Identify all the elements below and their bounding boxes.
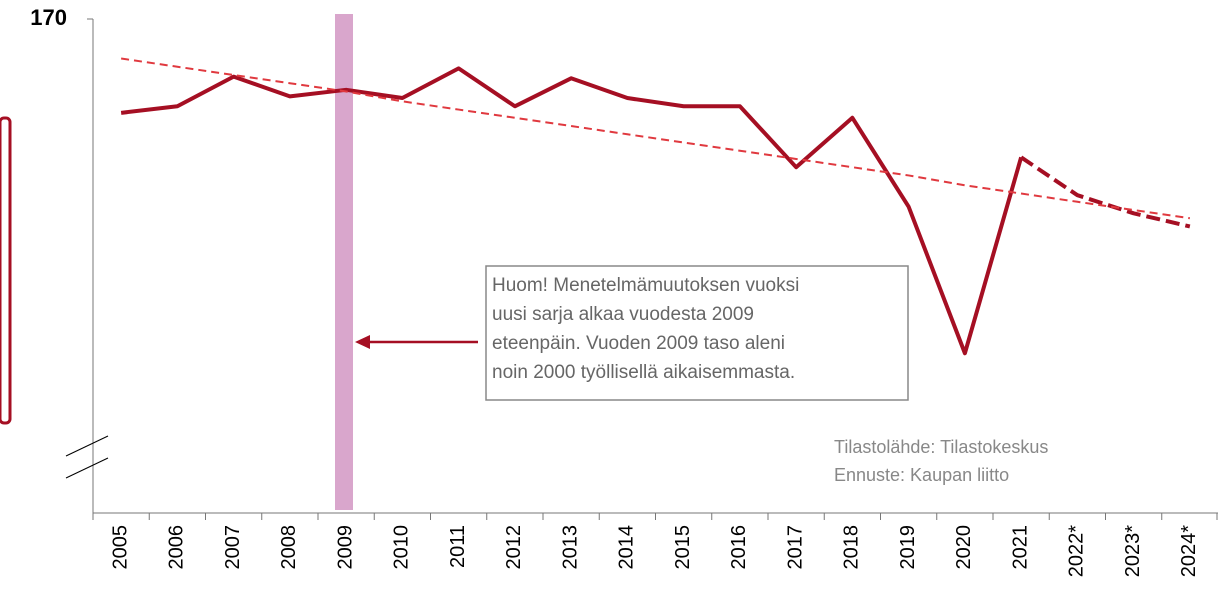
arrow-head	[355, 335, 370, 349]
x-tick-label: 2023*	[1122, 525, 1144, 577]
annotation-text: uusi sarja alkaa vuodesta 2009	[492, 304, 754, 325]
x-tick-label: 2006	[166, 525, 188, 570]
x-tick-label: 2022*	[1066, 525, 1088, 577]
side-frame	[0, 116, 12, 425]
source-text: Tilastolähde: Tilastokeskus	[834, 437, 1048, 457]
annotation-box	[485, 265, 909, 401]
x-tick-label: 2021	[1009, 525, 1031, 570]
source-text: Ennuste: Kaupan liitto	[834, 465, 1009, 485]
line	[120, 66, 1024, 356]
axis-break	[65, 435, 109, 457]
x-tick-label: 2014	[616, 525, 638, 570]
trend-line	[120, 57, 1191, 220]
x-tick-label: 2010	[391, 525, 413, 570]
x-tick-label: 2008	[278, 525, 300, 570]
annotation-text: Huom! Menetelmämuutoksen vuoksi	[492, 275, 799, 296]
x-tick-label: 2009	[334, 525, 356, 570]
x-tick-label: 2016	[728, 525, 750, 570]
x-tick-label: 2019	[897, 525, 919, 570]
line	[1020, 155, 1191, 229]
x-tick-label: 2018	[841, 525, 863, 570]
x-tick-label: 2017	[784, 525, 806, 570]
x-tick-label: 2013	[559, 525, 581, 570]
x-tick-label: 2024*	[1178, 525, 1200, 577]
annotation-text: noin 2000 työllisellä aikaisemmasta.	[492, 362, 795, 383]
annotation-text: eteenpäin. Vuoden 2009 taso aleni	[492, 333, 785, 354]
x-tick-label: 2020	[953, 525, 975, 570]
method-change-band	[335, 14, 353, 510]
axis-break	[65, 457, 109, 479]
x-tick-label: 2005	[109, 525, 131, 570]
x-tick-label: 2015	[672, 525, 694, 570]
y-tick-label: 170	[30, 5, 67, 30]
x-tick-label: 2012	[503, 525, 525, 570]
x-tick-label: 2007	[222, 525, 244, 570]
x-tick-label: 2011	[447, 525, 469, 568]
